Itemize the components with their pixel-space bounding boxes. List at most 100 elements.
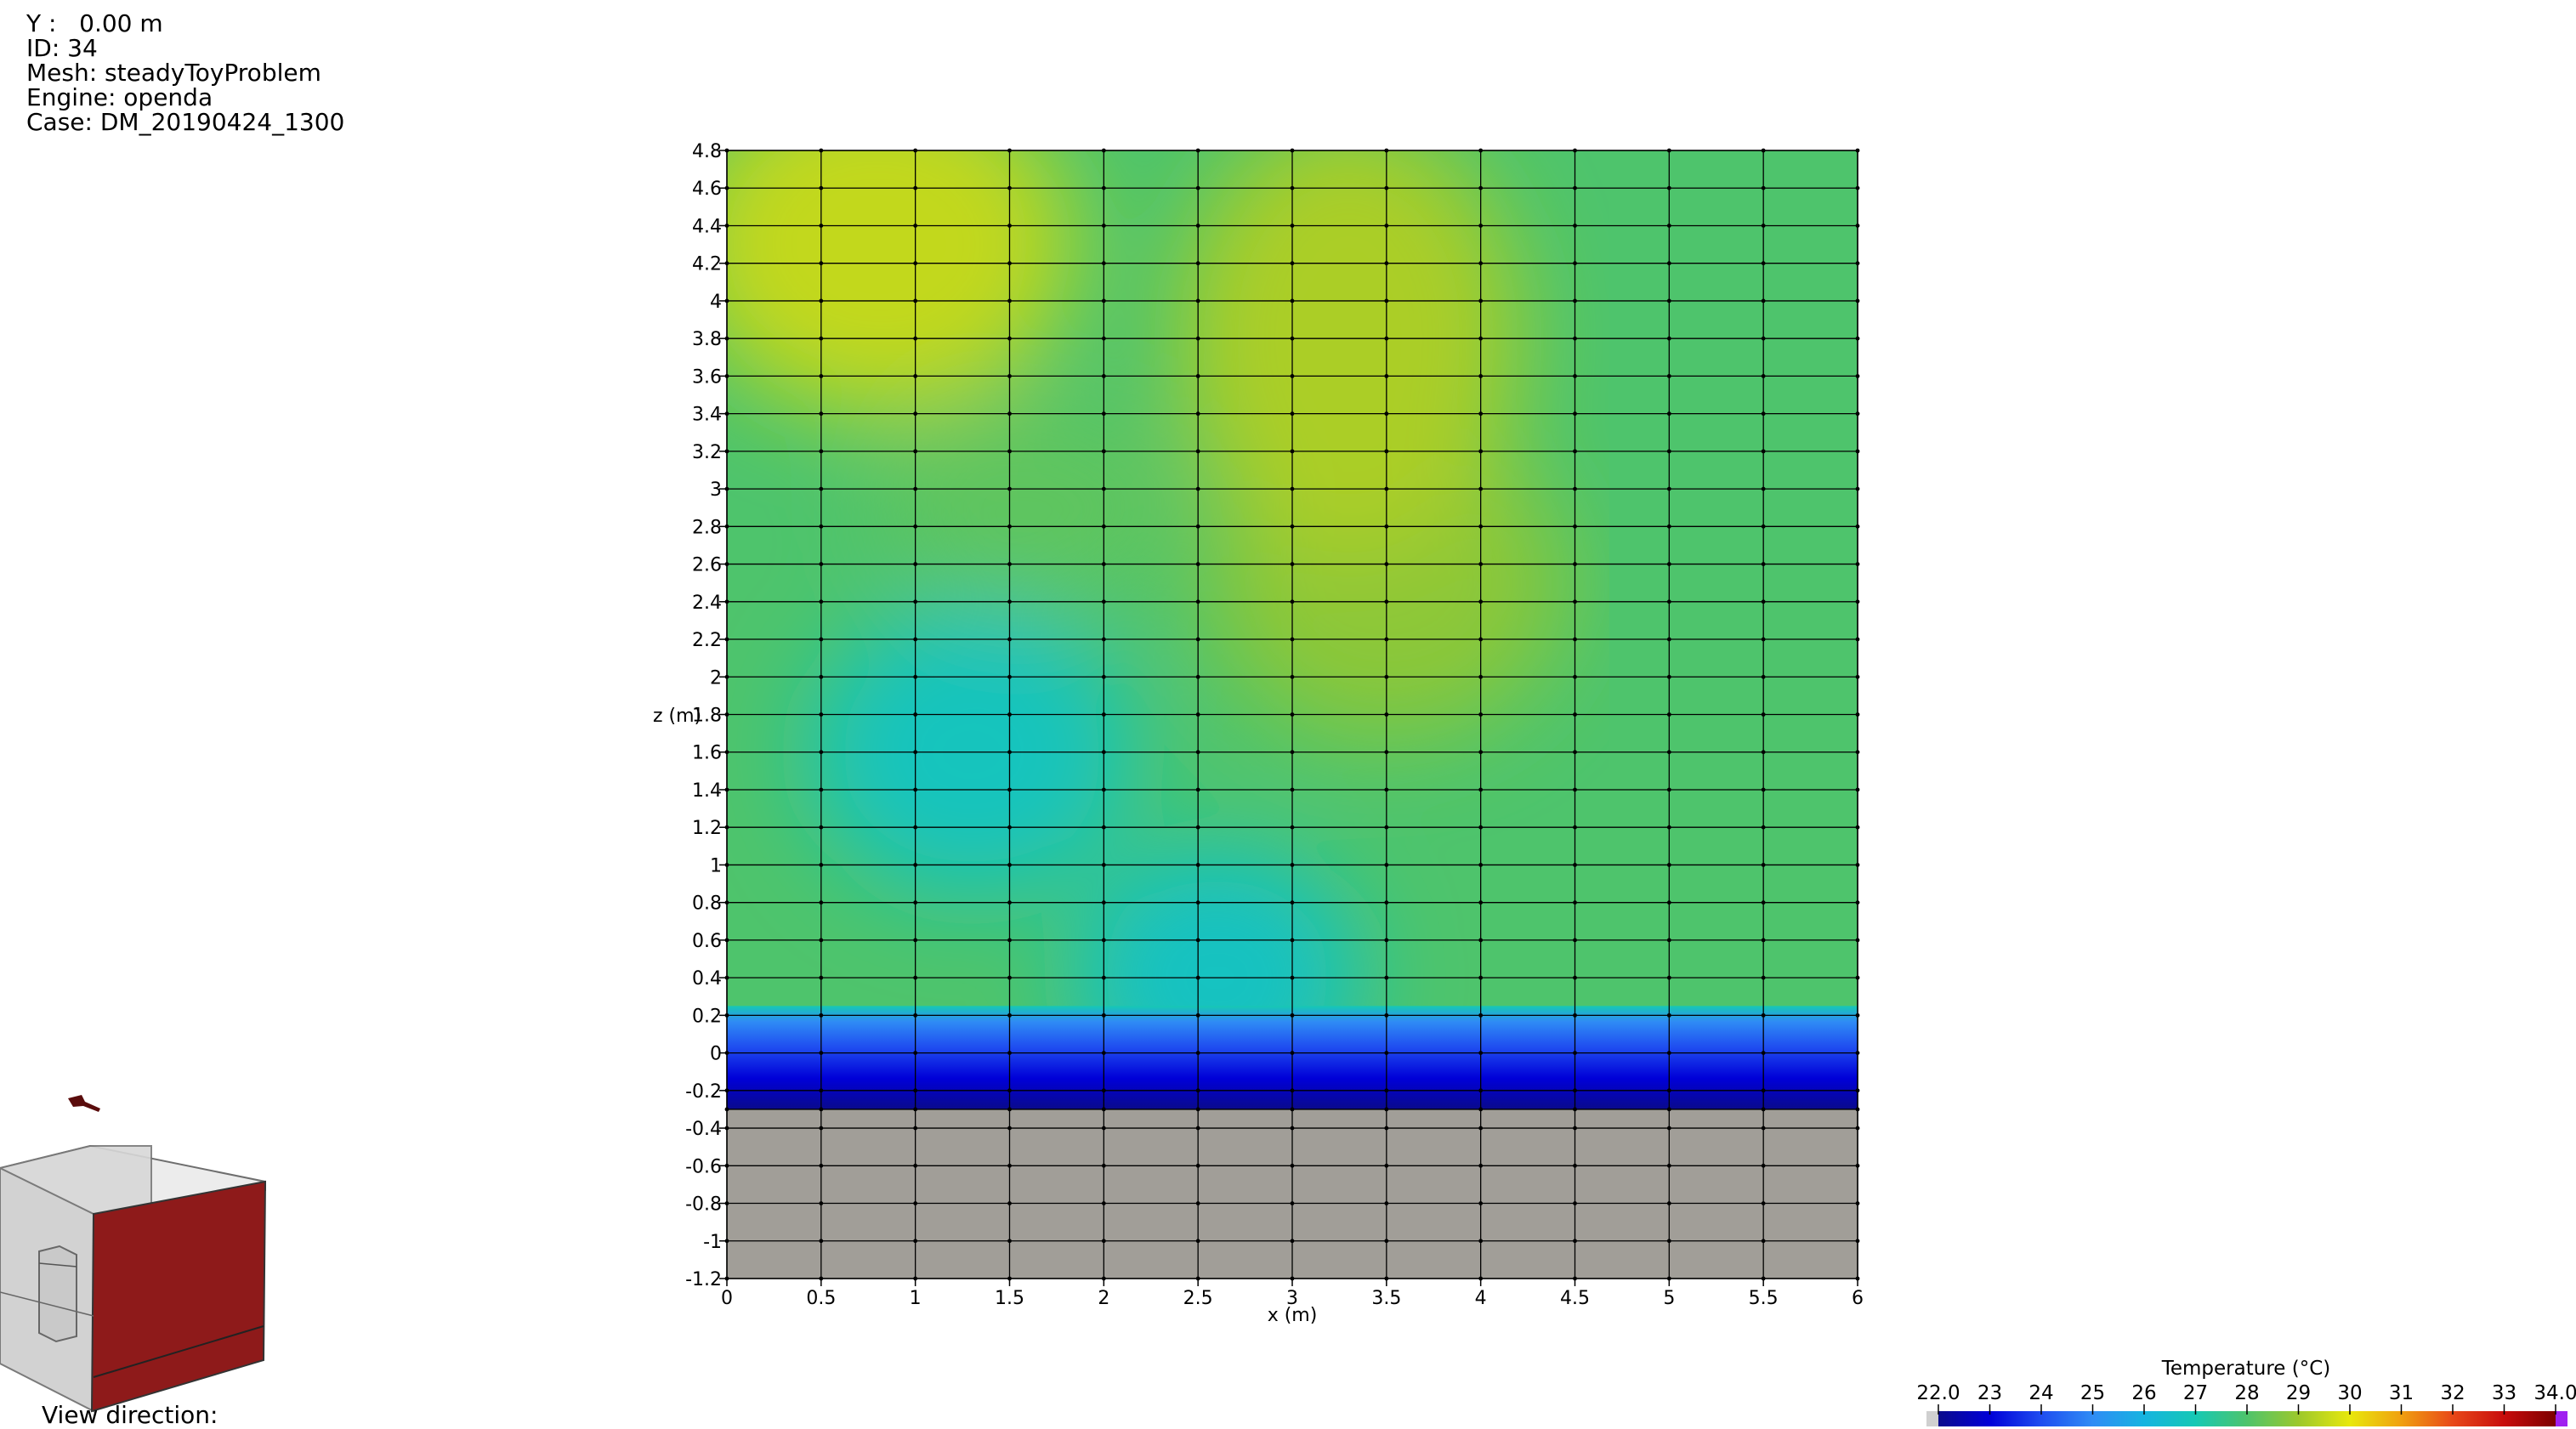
mesh-node: [1290, 1239, 1295, 1244]
mesh-node: [1101, 712, 1106, 717]
field-zone: [875, 405, 1182, 610]
z-axis-tick-label: 4.8: [692, 141, 722, 162]
z-axis-tick-label: -0.2: [685, 1081, 722, 1103]
mesh-node: [1384, 674, 1389, 679]
x-axis-title: x (m): [1268, 1305, 1318, 1326]
mesh-node: [1195, 449, 1200, 454]
x-axis-tick-label: 5.5: [1749, 1288, 1779, 1309]
mesh-node: [1290, 449, 1295, 454]
mesh-node: [1573, 1012, 1577, 1018]
mesh-node: [819, 374, 824, 378]
mesh-node: [1007, 975, 1012, 980]
mesh-node: [1478, 750, 1484, 755]
mesh-node: [1761, 1107, 1766, 1112]
mesh-node: [1478, 1107, 1484, 1112]
mesh-node: [1666, 863, 1671, 867]
mesh-node: [1384, 411, 1389, 417]
z-axis-tick-label: 0.6: [692, 931, 722, 952]
mesh-node: [1666, 1107, 1671, 1112]
mesh-node: [913, 712, 918, 717]
mesh-node: [1573, 374, 1577, 378]
mesh-node: [1573, 938, 1577, 943]
mesh-node: [1761, 562, 1766, 566]
mesh-node: [1384, 1163, 1389, 1168]
mesh-node: [1666, 562, 1671, 566]
x-axis-tick-label: 3: [1286, 1288, 1298, 1309]
mesh-node: [913, 411, 918, 417]
mesh-node: [1195, 599, 1200, 604]
mesh-node: [1761, 787, 1766, 792]
mesh-node: [1290, 1107, 1295, 1112]
colorbar-gradient: [1938, 1411, 2556, 1426]
mesh-node: [819, 938, 824, 943]
mesh-node: [1478, 900, 1484, 905]
mesh-node: [1573, 1126, 1577, 1131]
mesh-node: [1195, 674, 1200, 679]
mesh-node: [1101, 674, 1106, 679]
mesh-node: [1195, 750, 1200, 755]
x-axis-tick-label: 4: [1475, 1288, 1487, 1309]
z-axis-tick-label: 3: [710, 479, 722, 501]
mesh-node: [1384, 562, 1389, 566]
mesh-node: [1761, 712, 1766, 717]
y-position-label: Y : 0.00 m: [26, 9, 163, 37]
mesh-node: [1573, 674, 1577, 679]
mesh-node: [1573, 1088, 1577, 1093]
mesh-node: [1290, 825, 1295, 830]
mesh-node: [1666, 900, 1671, 905]
mesh-node: [1290, 637, 1295, 642]
mesh-node: [1007, 825, 1012, 830]
mesh-node: [913, 1012, 918, 1018]
z-axis-tick-label: 2.2: [692, 630, 722, 651]
mesh-node: [1007, 224, 1012, 228]
mesh-node: [1666, 298, 1671, 303]
mesh-node: [1666, 712, 1671, 717]
case-label: Case: DM_20190424_1300: [26, 108, 345, 136]
mesh-node: [1007, 562, 1012, 566]
mesh-node: [1101, 524, 1106, 529]
mesh-node: [1573, 1201, 1577, 1205]
mesh-node: [1573, 787, 1577, 792]
mesh-node: [819, 825, 824, 830]
colorbar-title: Temperature (°C): [2161, 1358, 2331, 1380]
mesh-node: [1478, 1012, 1484, 1018]
mesh-node: [1761, 411, 1766, 417]
mesh-node: [819, 1126, 824, 1131]
mesh-node: [1101, 900, 1106, 905]
mesh-node: [1666, 411, 1671, 417]
mesh-node: [1666, 1088, 1671, 1093]
colorbar-tick-label: 33: [2492, 1382, 2516, 1404]
mesh-node: [1007, 185, 1012, 190]
mesh-node: [1384, 524, 1389, 529]
colorbar-above-range: [2556, 1411, 2567, 1426]
mesh-node: [819, 1088, 824, 1093]
mesh-node: [1478, 712, 1484, 717]
colorbar-tick-label: 24: [2028, 1382, 2053, 1404]
mesh-node: [1761, 486, 1766, 491]
mesh-node: [1101, 1012, 1106, 1018]
z-axis-tick-label: 0.8: [692, 893, 722, 915]
mesh-node: [913, 900, 918, 905]
mesh-node: [1478, 449, 1484, 454]
mesh-node: [1478, 1163, 1484, 1168]
x-axis: 0 0.5 1 1.5 2 2.5 3 3.5 4 4.5 5 5.5 6: [721, 1279, 1864, 1309]
mesh-node: [1007, 1239, 1012, 1244]
mesh-label: Mesh: steadyToyProblem: [26, 59, 321, 87]
colorbar-tick-label: 27: [2183, 1382, 2208, 1404]
mesh-node: [913, 486, 918, 491]
mesh-node: [1195, 298, 1200, 303]
colorbar-tick-label: 25: [2080, 1382, 2105, 1404]
mesh-node: [819, 787, 824, 792]
mesh-node: [1101, 1126, 1106, 1131]
mesh-node: [1478, 336, 1484, 341]
mesh-node: [1290, 674, 1295, 679]
mesh-node: [1007, 674, 1012, 679]
mesh-node: [1384, 637, 1389, 642]
z-axis-tick-label: 0.2: [692, 1006, 722, 1027]
mesh-node: [1101, 787, 1106, 792]
mesh-node: [819, 637, 824, 642]
z-axis-tick-label: 3.2: [692, 442, 722, 463]
mesh-node: [913, 599, 918, 604]
mesh-node: [1290, 524, 1295, 529]
